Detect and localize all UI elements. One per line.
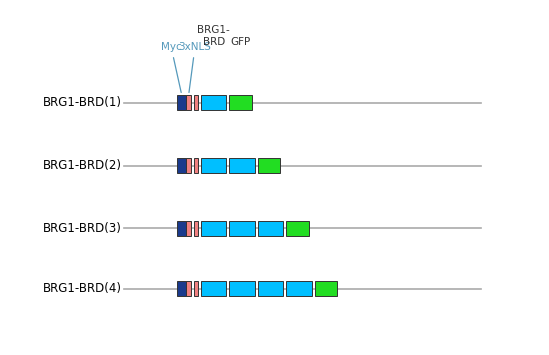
- Text: BRG1-BRD(2): BRG1-BRD(2): [43, 159, 122, 172]
- Text: GFP: GFP: [231, 37, 251, 47]
- Bar: [229, 158, 255, 173]
- Bar: [201, 95, 227, 110]
- Bar: [258, 221, 283, 236]
- Bar: [177, 281, 187, 296]
- Bar: [187, 221, 191, 236]
- Bar: [187, 158, 191, 173]
- Bar: [201, 281, 227, 296]
- Text: BRG1-
BRD: BRG1- BRD: [197, 25, 230, 47]
- Bar: [315, 281, 337, 296]
- Bar: [187, 95, 191, 110]
- Bar: [229, 281, 255, 296]
- Bar: [194, 95, 198, 110]
- Text: BRG1-BRD(4): BRG1-BRD(4): [43, 282, 122, 295]
- Bar: [201, 158, 227, 173]
- Bar: [177, 221, 187, 236]
- Text: BRG1-BRD(1): BRG1-BRD(1): [43, 96, 122, 109]
- Bar: [258, 281, 283, 296]
- Text: BRG1-BRD(3): BRG1-BRD(3): [43, 222, 122, 235]
- Bar: [201, 221, 227, 236]
- Text: Myc: Myc: [161, 42, 182, 93]
- Text: 3xNLS: 3xNLS: [178, 42, 211, 92]
- Bar: [194, 158, 198, 173]
- Bar: [194, 281, 198, 296]
- Bar: [177, 158, 187, 173]
- Bar: [229, 221, 255, 236]
- Bar: [229, 95, 251, 110]
- Bar: [287, 281, 312, 296]
- Bar: [177, 95, 187, 110]
- Bar: [187, 281, 191, 296]
- Bar: [287, 221, 309, 236]
- Bar: [194, 221, 198, 236]
- Bar: [258, 158, 280, 173]
